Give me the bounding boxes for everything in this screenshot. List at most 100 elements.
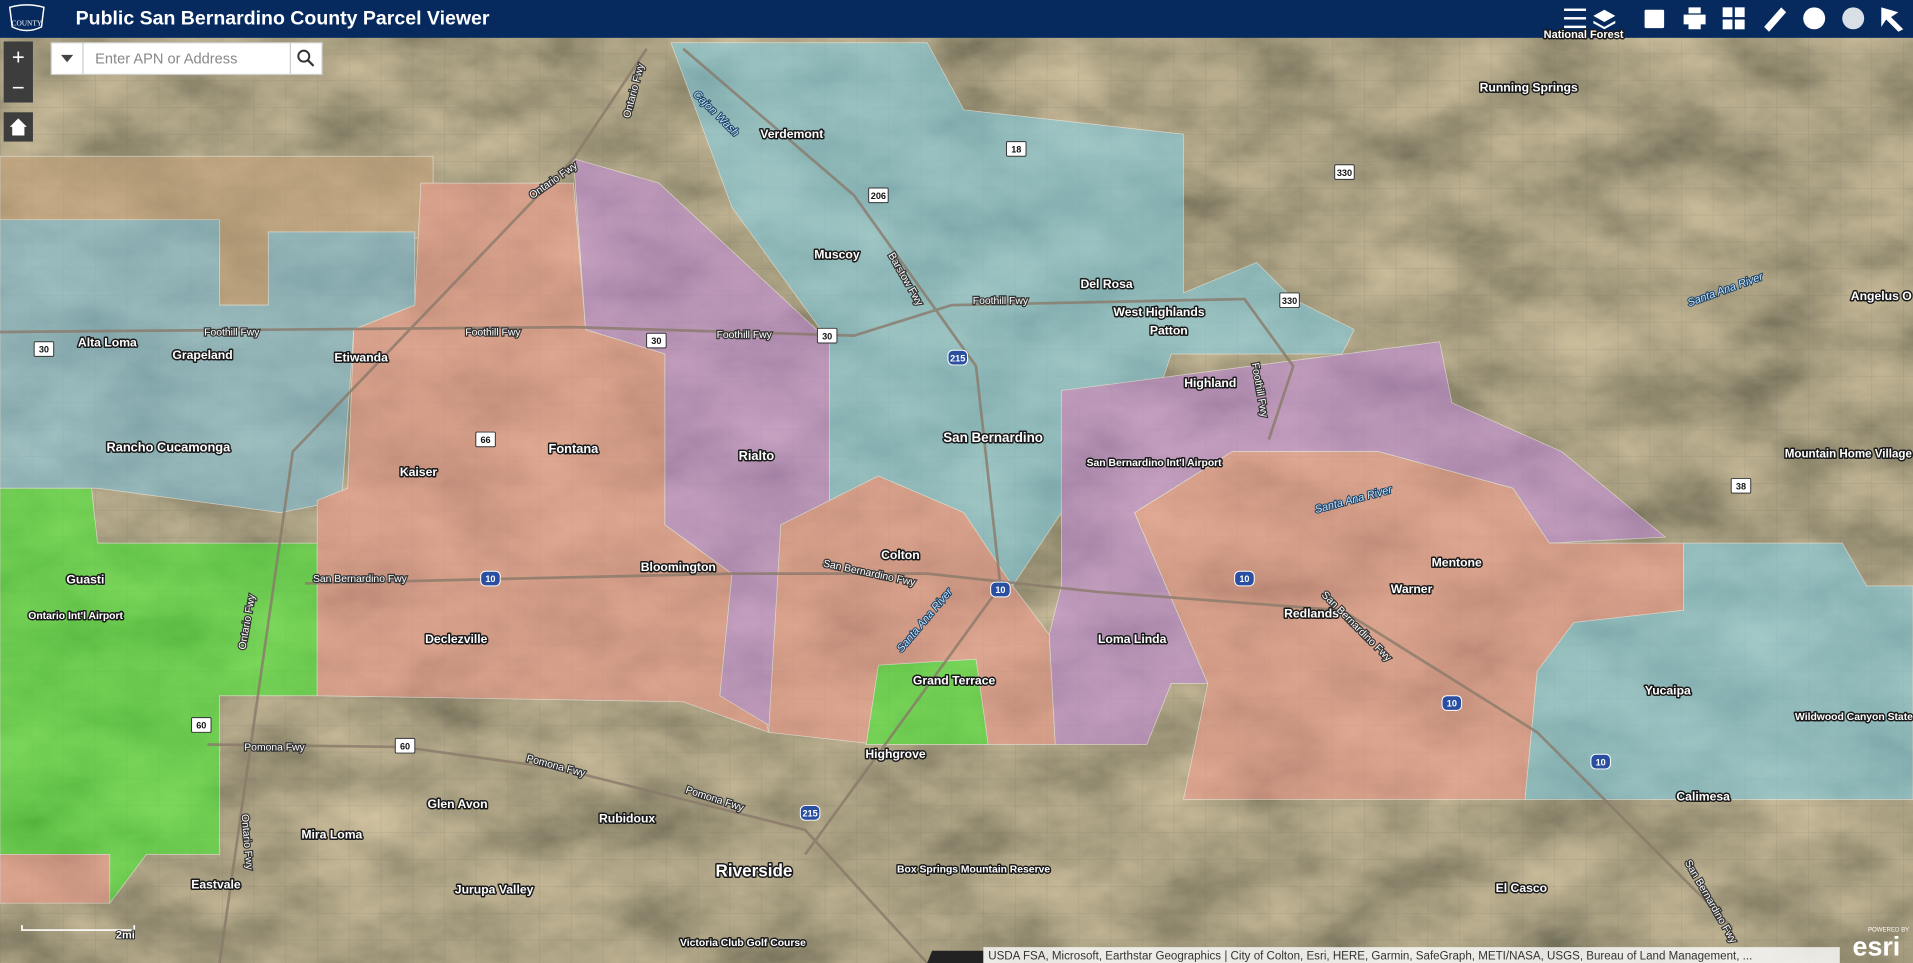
share-button[interactable]: [1842, 7, 1865, 30]
highway-number: 330: [1282, 296, 1297, 306]
highway-number: 10: [1239, 574, 1249, 584]
app-title: Public San Bernardino County Parcel View…: [76, 7, 490, 29]
place-label: Jurupa Valley: [455, 882, 534, 896]
place-label: Grapeland: [172, 348, 232, 362]
place-label: Grand Terrace: [913, 674, 996, 688]
select-button[interactable]: [1881, 7, 1904, 32]
highway-shield: [1590, 753, 1611, 770]
place-label: Highland: [1184, 376, 1236, 390]
region: [573, 158, 830, 733]
road-label: Foothill Fwy: [717, 330, 773, 341]
place-label: Etiwanda: [334, 350, 388, 364]
scale-label: 2mi: [116, 930, 135, 942]
place-label: El Casco: [1496, 881, 1547, 895]
home-icon: [9, 118, 27, 136]
highway-shield: [646, 332, 667, 349]
toolbar[interactable]: [1564, 7, 1904, 32]
place-label: Eastvale: [191, 878, 241, 892]
place-label: West Highlands: [1113, 305, 1204, 319]
highway-number: 10: [1447, 699, 1457, 709]
legend-button[interactable]: [1564, 8, 1587, 29]
place-label: Riverside: [716, 861, 793, 880]
region: [0, 854, 111, 904]
freeway: [682, 47, 1002, 856]
place-label: Alta Loma: [78, 336, 137, 350]
place-label: Fontana: [549, 441, 600, 456]
search-button[interactable]: [297, 49, 315, 67]
place-label: Warner: [1391, 582, 1433, 596]
highway-number: 10: [1596, 757, 1606, 767]
zoom-out[interactable]: −: [12, 75, 25, 100]
place-label: Mira Loma: [301, 828, 362, 842]
place-label: Glen Avon: [427, 797, 487, 811]
place-label: National Forest: [1544, 29, 1624, 41]
place-label: Verdemont: [760, 127, 823, 141]
region: [1524, 542, 1913, 800]
gallery-button[interactable]: [1722, 7, 1745, 30]
esri-powered: POWERED BY: [1868, 926, 1909, 933]
road-label: Foothill Fwy: [204, 328, 260, 339]
highway-number: 38: [1736, 481, 1746, 491]
highway-shield: [475, 431, 496, 448]
highway-shield: [990, 581, 1011, 598]
zoom-control: [3, 41, 33, 103]
highway-shield: [1234, 570, 1255, 587]
search-widget[interactable]: Enter APN or Address: [50, 42, 323, 76]
zoom-in[interactable]: +: [12, 45, 25, 70]
measure-button[interactable]: [1764, 7, 1787, 32]
highway-number: 30: [822, 331, 832, 341]
highway-number: 18: [1011, 145, 1021, 155]
scale-bar: [21, 925, 136, 931]
highway-shield: [1006, 141, 1027, 157]
attribution-toggle[interactable]: [927, 950, 984, 963]
jurisdiction-regions: [0, 42, 1913, 904]
place-label: Calimesa: [1676, 790, 1730, 804]
highway-number: 30: [651, 336, 661, 346]
freeway: [304, 572, 1734, 929]
place-label: Running Springs: [1480, 81, 1578, 95]
highway-number: 206: [871, 191, 886, 201]
place-label: Rialto: [739, 448, 775, 463]
about-button[interactable]: [1803, 7, 1826, 30]
basemap-button[interactable]: [1644, 9, 1665, 29]
place-label: Declezville: [425, 632, 488, 646]
highway-shield: [1334, 164, 1355, 180]
header-bar: [0, 0, 1913, 38]
place-label: Ontario Int'l Airport: [28, 611, 123, 622]
source-dropdown[interactable]: [61, 54, 74, 63]
place-label: Mountain Home Village: [1785, 449, 1913, 461]
place-label: Muscoy: [814, 248, 860, 262]
highway-number: 10: [995, 585, 1005, 595]
place-label: Rancho Cucamonga: [107, 440, 232, 455]
road-label: Foothill Fwy: [465, 328, 521, 339]
place-label: Redlands: [1284, 607, 1339, 621]
attribution: USDA FSA, Microsoft, Earthstar Geographi…: [988, 950, 1752, 962]
highway-shield: [191, 717, 212, 733]
highway-shield: [816, 327, 838, 344]
place-label: Bloomington: [641, 560, 716, 574]
highway-shield: [480, 570, 501, 587]
place-label: Yucaipa: [1645, 683, 1691, 697]
highway-number: 215: [950, 353, 965, 363]
highway-shield: [947, 349, 968, 366]
place-label: Rubidoux: [599, 812, 655, 826]
place-label: Mentone: [1432, 555, 1482, 569]
place-label: Del Rosa: [1080, 277, 1132, 291]
print-button[interactable]: [1683, 7, 1706, 30]
logo-emblem: [8, 4, 45, 32]
highway-shield: [868, 187, 889, 204]
esri-logo: esri: [1853, 932, 1901, 962]
highway-shield: [394, 737, 416, 754]
place-label: Colton: [881, 548, 920, 562]
freeway: [207, 743, 929, 963]
place-label: Victoria Club Golf Course: [680, 938, 806, 949]
highway-number: 30: [39, 345, 49, 355]
layers-button[interactable]: [1593, 9, 1616, 30]
search-placeholder[interactable]: Enter APN or Address: [95, 51, 237, 67]
place-label: Loma Linda: [1098, 632, 1167, 646]
highway-shield: [33, 341, 55, 357]
highway-number: 330: [1337, 168, 1352, 178]
search-box[interactable]: [50, 42, 323, 76]
